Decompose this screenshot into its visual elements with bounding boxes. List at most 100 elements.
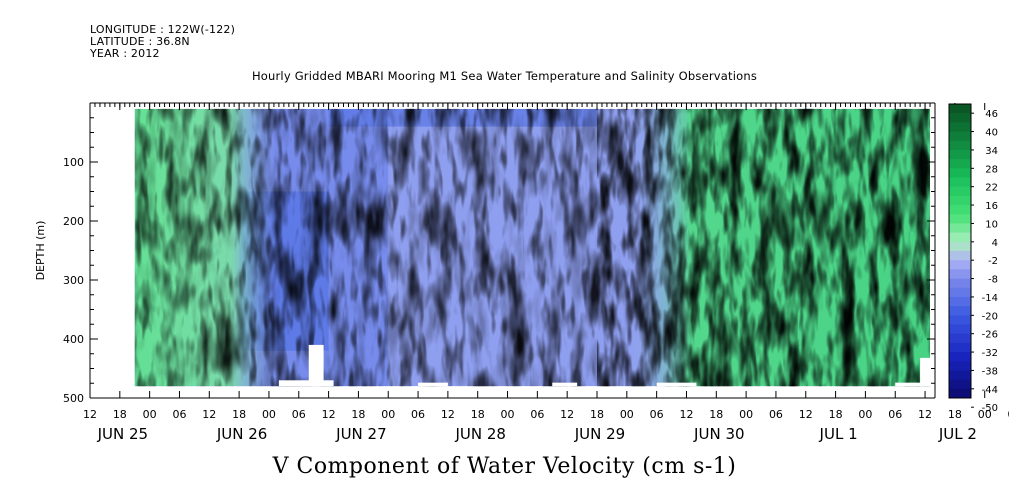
x-date-label: JUL 2 [938,425,977,443]
x-hour-label: 06 [769,408,783,421]
colorbar-swatch [949,149,971,160]
colorbar-swatch [949,214,971,224]
colorbar-swatch [949,269,971,279]
x-hour-label: 12 [560,408,574,421]
x-hour-label: 18 [948,408,962,421]
colorbar-legend: 46 40 34 28 22 16 10 4 -2 -8 -14 -20 -26 -32 -38 -44 -50 [948,103,998,414]
colorbar-swatch [949,168,971,178]
x-hour-label: 00 [143,408,157,421]
colorbar-swatch [949,232,971,243]
x-date-label: JUN 26 [216,425,267,443]
colorbar-label: 22 [985,183,998,194]
colorbar-swatch [949,223,971,234]
x-hour-label: 18 [590,408,604,421]
x-hour-label: 06 [650,408,664,421]
x-hour-label: 06 [172,408,186,421]
variable-title: V Component of Water Velocity (cm s-1) [272,454,737,479]
x-hour-label: 00 [978,408,992,421]
colorbar-label: -8 [988,275,998,286]
colorbar-swatch [949,315,971,325]
x-date-label: JUN 27 [335,425,386,443]
heatmap-cells [134,108,931,387]
colorbar-label: 40 [985,128,998,139]
x-date-label: JUL 1 [819,425,858,443]
colorbar-swatch [949,287,971,298]
colorbar-border [948,103,972,399]
x-hour-label: 00 [620,408,634,421]
missing-data-gap [920,357,931,387]
heatmap-texture-lavender [134,108,931,387]
colorbar-label: 16 [985,201,998,212]
x-date-label: JUN 25 [97,425,148,443]
colorbar-label: 28 [985,164,998,175]
colorbar-swatch [949,260,971,270]
longitude-label: LONGITUDE : 122W(-122) [90,23,236,36]
x-date-label: JUN 29 [574,425,625,443]
x-hour-label: 06 [292,408,306,421]
colorbar-swatch [949,379,971,390]
x-hour-label: 18 [829,408,843,421]
x-hour-label: 12 [202,408,216,421]
x-hour-label: 12 [83,408,97,421]
missing-data-gap [308,344,324,387]
colorbar-label: 34 [985,146,998,157]
colorbar-swatch [949,342,971,353]
x-hour-label: 00 [381,408,395,421]
colorbar-label: -32 [982,348,998,359]
colorbar-swatch [949,131,971,142]
colorbar-swatch [949,205,971,215]
plot-title: Hourly Gridded MBARI Mooring M1 Sea Wate… [251,69,758,83]
x-hour-label: 18 [232,408,246,421]
colorbar-swatch [949,333,971,344]
missing-data-gap [552,382,578,387]
x-hour-label: 18 [471,408,485,421]
colorbar-swatch [949,296,971,307]
x-hour-label: 18 [113,408,127,421]
colorbar-swatch [949,122,971,132]
colorbar-swatch [949,241,971,252]
colorbar-swatch [949,159,971,169]
y-axis-label: DEPTH (m) [34,221,47,281]
colorbar-swatch [949,195,971,206]
colorbar-swatch [949,104,971,114]
colorbar-swatch [949,370,971,381]
x-hour-label: 00 [858,408,872,421]
x-hour-label: 06 [530,408,544,421]
colorbar-label: 10 [985,219,998,230]
colorbar-label: -2 [988,256,998,267]
y-axis: 100 200 300 400 500 DEPTH (m) [34,117,935,405]
colorbar-label: 4 [992,238,998,249]
colorbar-swatch [949,140,971,151]
x-hour-label: 18 [351,408,365,421]
colorbar-label: -26 [982,330,998,341]
colorbar-swatch [949,361,971,371]
x-hour-label: 06 [1008,408,1009,421]
x-hour-label: 00 [739,408,753,421]
colorbar-swatch [949,306,971,316]
colorbar-swatch [949,352,971,362]
missing-data-gap [895,382,931,387]
colorbar-swatch [949,177,971,188]
missing-data-gap [656,382,697,387]
x-hour-label: 12 [799,408,813,421]
colorbar-swatch [949,278,971,289]
x-hour-label: 06 [888,408,902,421]
x-hour-label: 06 [411,408,425,421]
colorbar-label: -20 [982,311,998,322]
latitude-label: LATITUDE : 36.8N [90,35,190,48]
data-field [134,108,931,387]
y-tick-label: 500 [63,392,84,405]
x-hour-label: 12 [441,408,455,421]
x-axis: 12 18 00 06 12 18 00 06 12 18 00 06 12 18 00 06 12 18 00 06… [83,103,1009,443]
missing-data-gap [278,380,334,387]
year-label: YEAR : 2012 [90,47,160,60]
x-hour-label: 12 [322,408,336,421]
colorbar-swatch [949,186,971,197]
colorbar-swatch [949,324,971,335]
colorbar-label: -50 [982,403,998,414]
colorbar-swatch [949,388,971,399]
x-date-label: JUN 30 [693,425,744,443]
y-tick-label: 100 [63,156,84,169]
colorbar-swatch [949,251,971,261]
